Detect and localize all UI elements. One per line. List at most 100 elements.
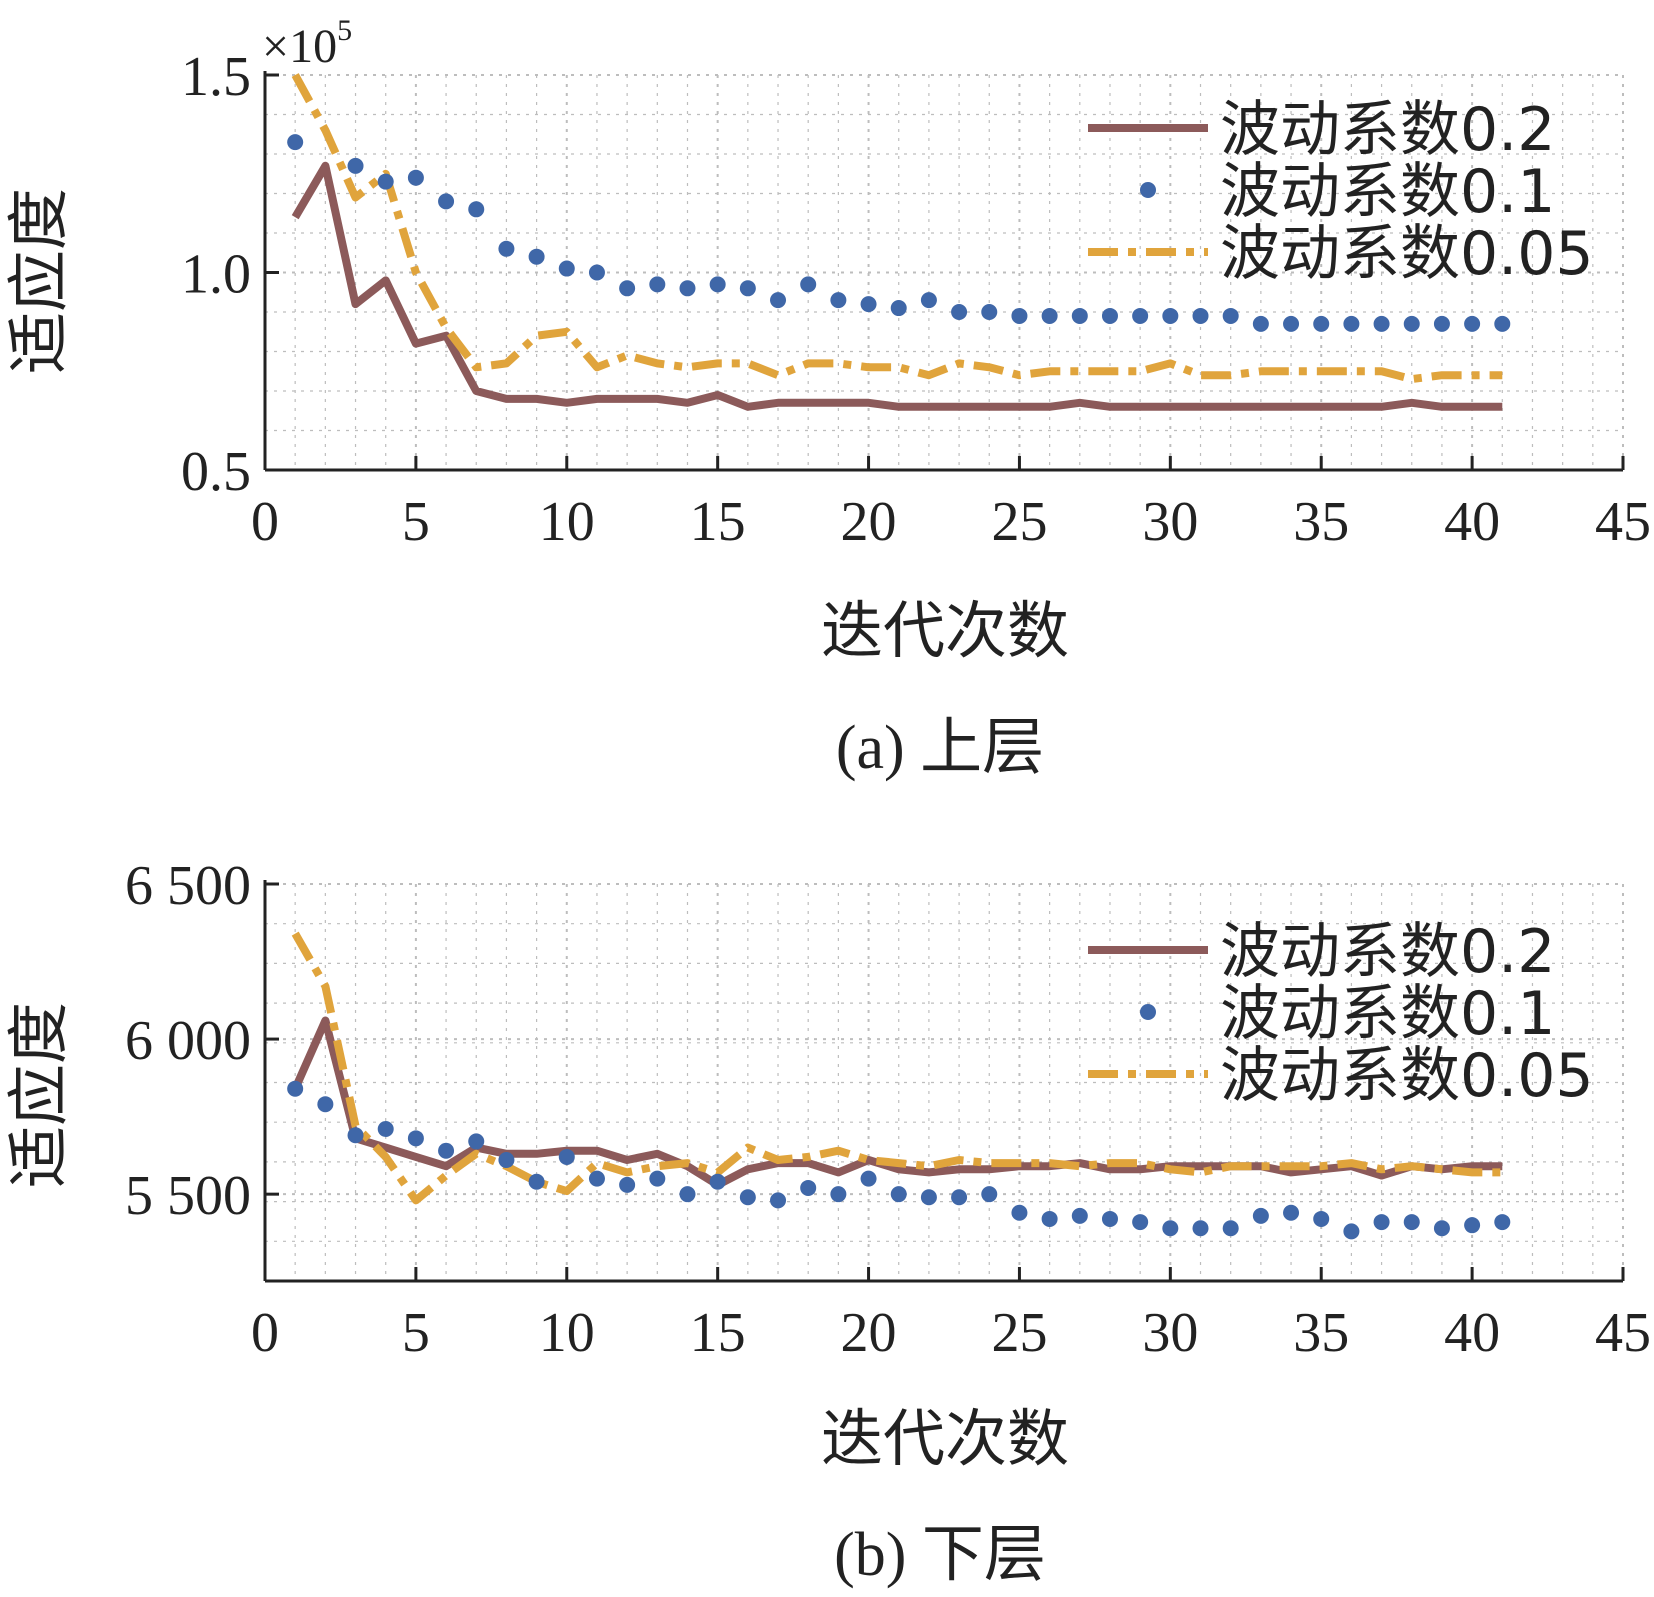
lower-series-0-1-point: [558, 1148, 575, 1165]
upper-legend-marker-dot: [1140, 182, 1156, 198]
chart-lower-series-group: [287, 931, 1511, 1240]
lower-series-0-1-point: [1373, 1214, 1390, 1231]
upper-x-tick-label: 15: [690, 491, 746, 553]
lower-series-0-1-point: [1433, 1220, 1450, 1237]
upper-x-tick-label: 20: [841, 491, 897, 553]
lower-series-0-1-point: [1162, 1220, 1179, 1237]
chart-lower-axes: [263, 880, 1623, 1283]
upper-series-0-1-point: [1283, 315, 1300, 332]
lower-series-0-1-point: [800, 1179, 817, 1196]
chart-upper-ticks: 0 5 10 15 20 25 30 35 40 45 0.5 1.0 1.5: [181, 46, 1651, 553]
lower-y-tick-label: 6 500: [125, 855, 251, 917]
upper-series-0-1-point: [951, 304, 968, 320]
upper-x-tick-label: 45: [1595, 491, 1651, 553]
lower-series-0-1-point: [1041, 1210, 1058, 1227]
lower-series-0-1-point: [709, 1173, 726, 1190]
upper-series-0-1-point: [377, 173, 394, 190]
chart-lower-caption: (b) 下层: [834, 1521, 1046, 1589]
lower-legend-label: 波动系数0.2: [1220, 917, 1555, 987]
lower-series-0-05-line: [291, 931, 1503, 1205]
chart-upper-ylabel: 适应度: [2, 188, 75, 374]
lower-series-0-1-point: [860, 1170, 877, 1187]
upper-legend-label: 波动系数0.05: [1220, 219, 1594, 289]
chart-upper-panel: 0 5 10 15 20 25 30 35 40 45 0.5 1.0 1.5 ×105 适应度 迭代次…: [2, 14, 1651, 782]
lower-series-0-1-point: [739, 1189, 756, 1206]
lower-legend-label: 波动系数0.1: [1220, 979, 1555, 1049]
lower-series-0-1-point: [528, 1173, 545, 1190]
upper-series-0-1-point: [830, 292, 847, 309]
lower-series-0-1-point: [649, 1170, 666, 1187]
chart-lower-xlabel: 迭代次数: [821, 1402, 1069, 1475]
upper-series-0-1-point: [528, 248, 545, 265]
upper-series-0-1-point: [287, 134, 304, 151]
upper-series-0-1-point: [558, 260, 575, 277]
upper-x-tick-label: 35: [1293, 491, 1349, 553]
lower-y-tick-label: 5 500: [125, 1165, 251, 1227]
upper-series-0-1-point: [1494, 315, 1511, 332]
lower-series-0-1-point: [468, 1133, 485, 1150]
lower-series-0-1-point: [1494, 1214, 1511, 1231]
upper-series-0-1-point: [347, 157, 364, 174]
upper-legend-entry-0-1: 波动系数0.1: [1140, 157, 1555, 227]
upper-legend-entry-0-2: 波动系数0.2: [1088, 95, 1555, 165]
upper-legend-label: 波动系数0.1: [1220, 157, 1555, 227]
lower-series-0-1-point: [920, 1189, 937, 1206]
upper-series-0-1-point: [1433, 315, 1450, 332]
lower-series-0-1-point: [317, 1096, 334, 1113]
upper-series-0-1-point: [468, 201, 485, 218]
lower-series-0-1-point: [890, 1186, 907, 1203]
lower-series-0-1-point: [377, 1121, 394, 1138]
upper-series-0-1-point: [619, 280, 636, 297]
upper-series-0-1-point: [1041, 307, 1058, 324]
lower-legend-entry-0-05: 波动系数0.05: [1088, 1041, 1594, 1111]
upper-series-0-1-point: [709, 276, 726, 293]
chart-upper-multiplier: ×105: [262, 14, 352, 73]
lower-series-0-1-point: [1252, 1207, 1269, 1224]
upper-y-tick-label: 0.5: [181, 441, 251, 503]
upper-series-0-1-point: [1101, 307, 1118, 324]
lower-series-0-1-point: [1101, 1210, 1118, 1227]
upper-series-0-1-point: [800, 276, 817, 293]
lower-series-0-1-point: [679, 1186, 696, 1203]
lower-x-tick-label: 10: [539, 1302, 595, 1364]
upper-series-0-1-point: [588, 264, 605, 281]
upper-series-0-1-point: [438, 193, 455, 210]
upper-series-0-1-point: [407, 169, 424, 186]
lower-x-tick-label: 30: [1142, 1302, 1198, 1364]
upper-series-0-1-point: [1252, 315, 1269, 332]
upper-series-0-1-point: [739, 280, 756, 297]
upper-series-0-1-point: [890, 300, 907, 317]
lower-series-0-1-point: [1313, 1210, 1330, 1227]
lower-series-0-1-point: [1343, 1223, 1360, 1240]
lower-legend-entry-0-1: 波动系数0.1: [1140, 979, 1555, 1049]
upper-x-tick-label: 5: [402, 491, 430, 553]
upper-legend-entry-0-05: 波动系数0.05: [1088, 219, 1594, 289]
upper-series-0-1-point: [860, 296, 877, 313]
lower-series-0-1-point: [498, 1152, 515, 1169]
lower-series-0-1-point: [347, 1127, 364, 1144]
upper-series-0-1-point: [1313, 315, 1330, 332]
upper-x-tick-label: 0: [251, 491, 279, 553]
upper-x-tick-label: 25: [991, 491, 1047, 553]
lower-x-tick-label: 40: [1444, 1302, 1500, 1364]
upper-legend-label: 波动系数0.2: [1220, 95, 1555, 165]
upper-series-0-1-point: [1132, 307, 1149, 324]
lower-series-0-1-point: [981, 1186, 998, 1203]
lower-x-tick-label: 5: [402, 1302, 430, 1364]
lower-series-0-1-point: [287, 1080, 304, 1097]
lower-series-0-1-point: [830, 1186, 847, 1203]
lower-series-0-1-point: [1132, 1214, 1149, 1231]
lower-series-0-1-point: [619, 1176, 636, 1193]
lower-x-tick-label: 0: [251, 1302, 279, 1364]
upper-series-0-1-point: [649, 276, 666, 293]
lower-series-0-1-point: [1071, 1207, 1088, 1224]
upper-series-0-1-point: [1011, 307, 1028, 324]
chart-upper-caption: (a) 上层: [836, 714, 1044, 782]
lower-series-0-2-line: [291, 1016, 1503, 1189]
upper-y-tick-label: 1.5: [181, 46, 251, 108]
upper-series-0-2-line: [291, 161, 1503, 411]
upper-series-0-05-line: [291, 73, 1503, 384]
